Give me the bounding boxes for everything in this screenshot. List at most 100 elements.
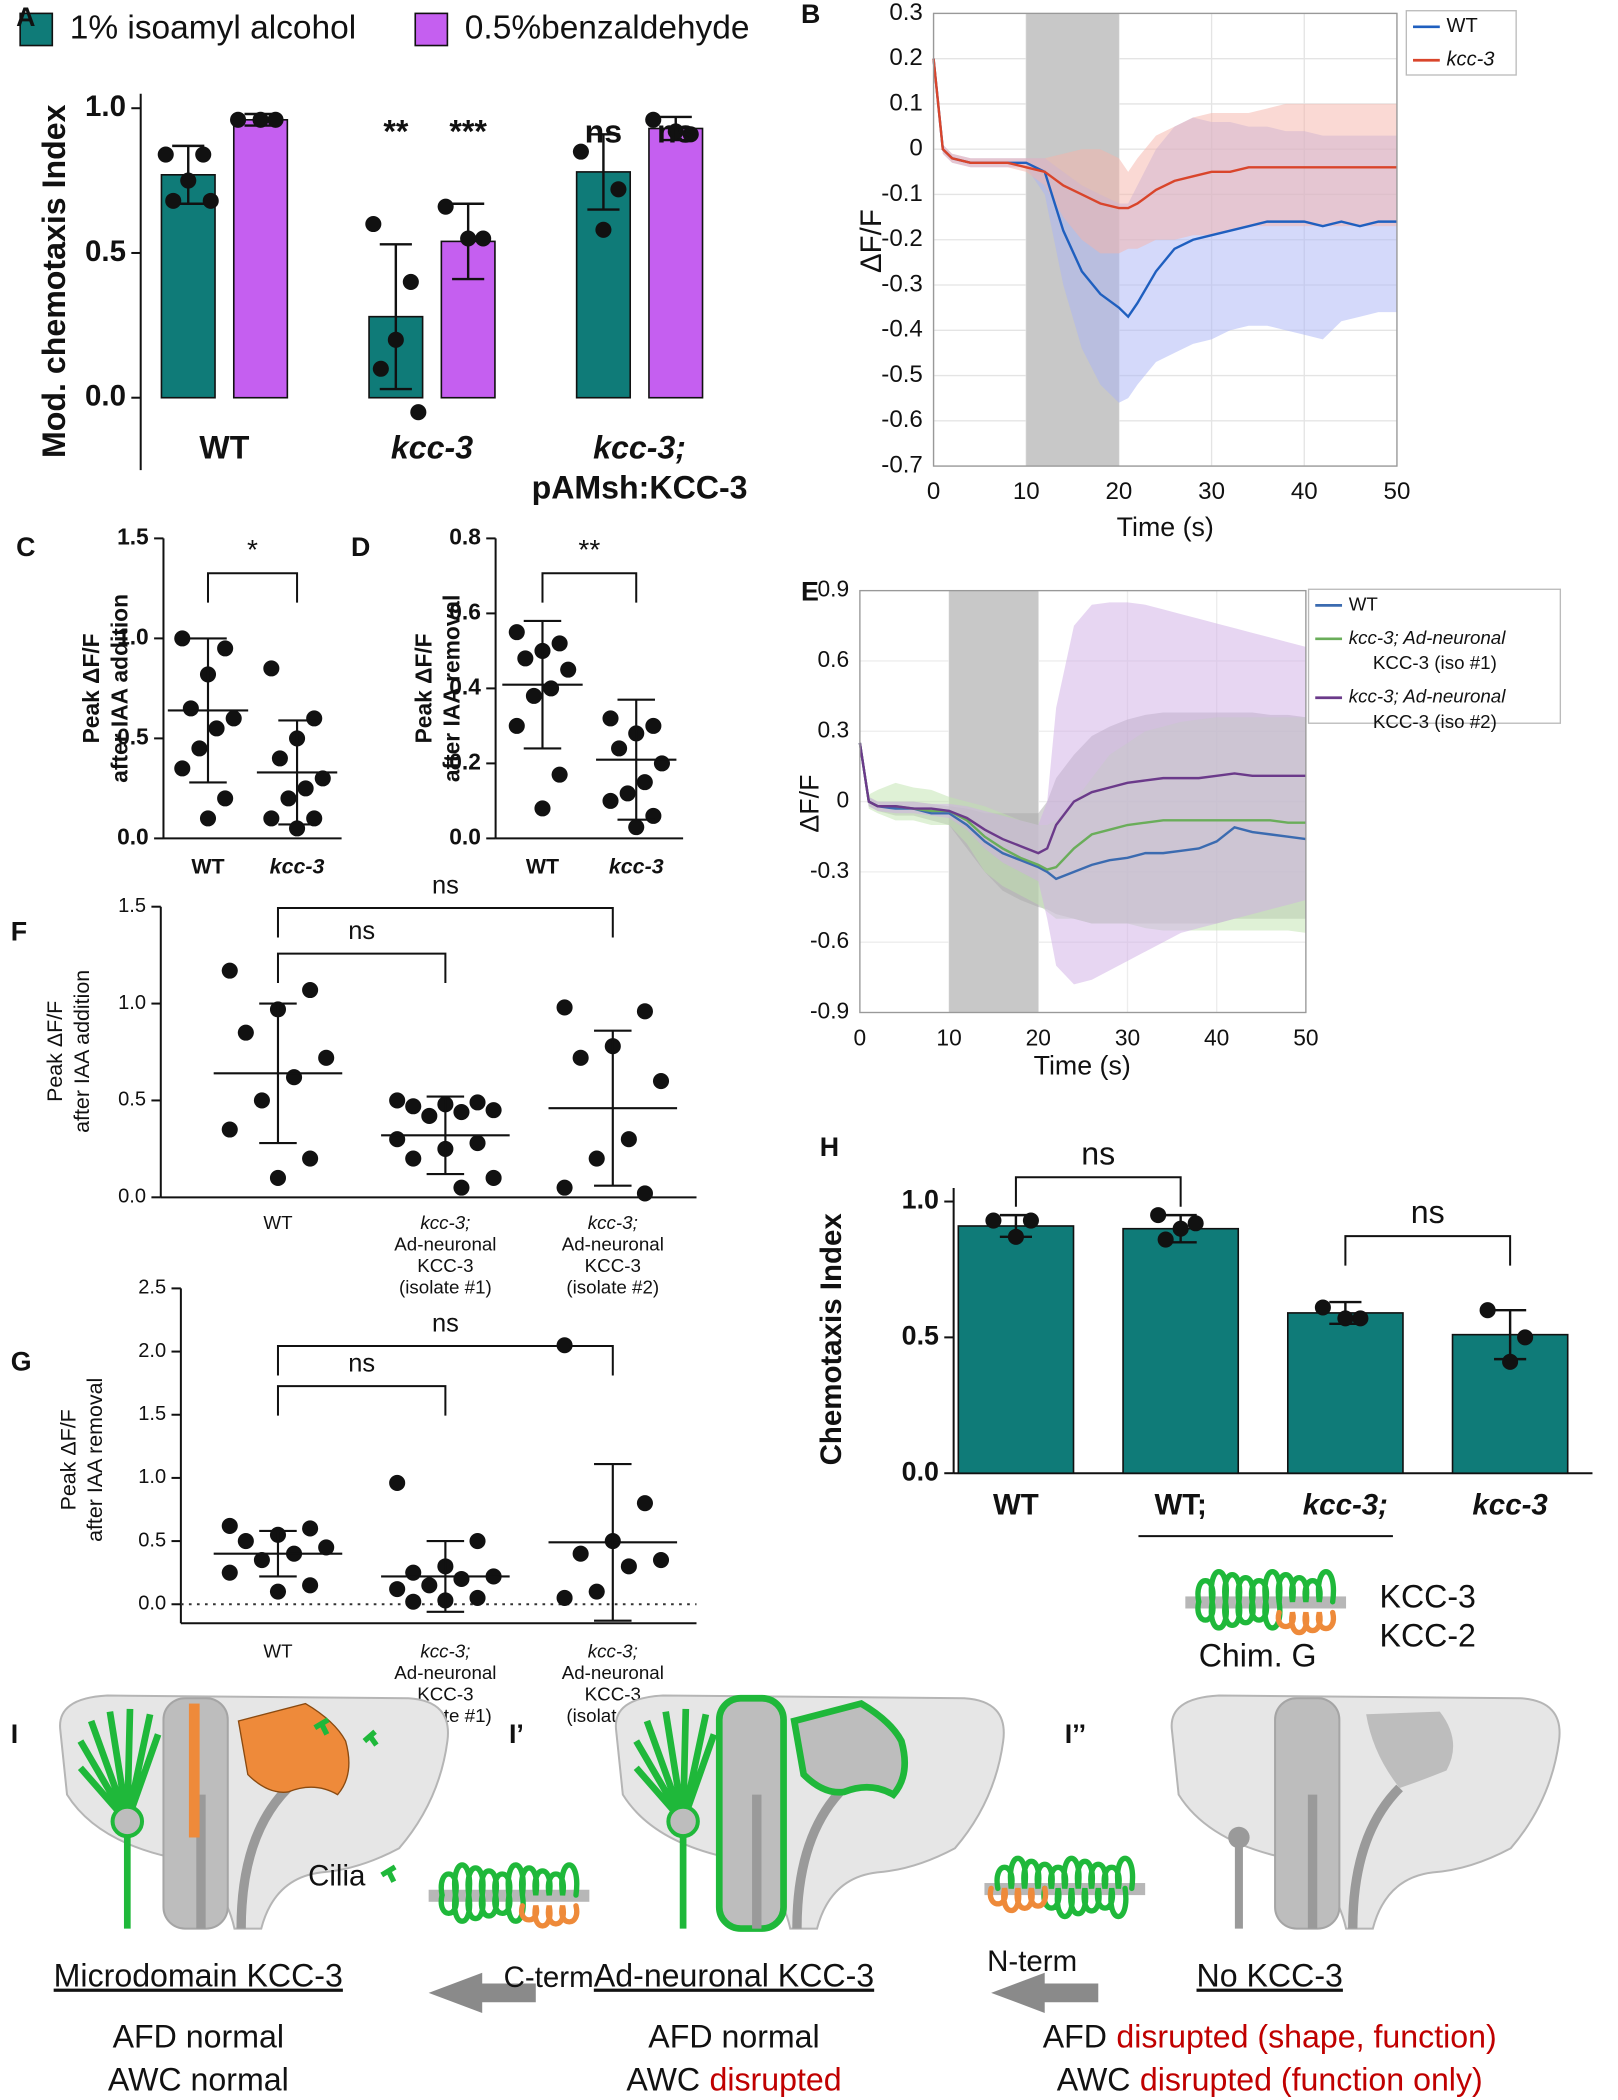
- data-point: [302, 1150, 319, 1167]
- y-tick-label: 0.0: [902, 1456, 939, 1486]
- significance-label: ns: [432, 871, 459, 899]
- sd-bar: [594, 1029, 632, 1187]
- protein-loop: [438, 1892, 526, 1924]
- panel-label: I: [11, 1719, 18, 1749]
- bar: [160, 174, 216, 399]
- error-bar: [379, 243, 412, 391]
- x-tick-label: WT: [263, 1641, 293, 1662]
- significance-label: ns: [657, 113, 695, 149]
- bar: [957, 1225, 1075, 1475]
- awc-cilia: [790, 1699, 909, 1799]
- dendrite: [196, 1784, 292, 1929]
- data-point: [1479, 1302, 1496, 1319]
- data-point: [588, 1583, 605, 1600]
- significance-label: **: [578, 534, 600, 565]
- data-point: [588, 1150, 605, 1167]
- panel-label: F: [11, 917, 27, 947]
- data-point: [410, 404, 427, 421]
- data-point: [195, 146, 212, 163]
- model-status: AWC disrupted: [626, 2062, 841, 2098]
- status-text: AWC normal: [108, 2062, 289, 2098]
- bar: [648, 127, 704, 399]
- data-point: [636, 1495, 653, 1512]
- data-point: [628, 819, 645, 836]
- data-point: [460, 230, 477, 247]
- status-text: AFD normal: [113, 2019, 284, 2055]
- data-point: [199, 810, 217, 827]
- x-tick-label: 0: [927, 478, 940, 505]
- y-axis-label: after IAA addition: [106, 594, 132, 783]
- data-point: [485, 1169, 502, 1186]
- amphid-sheath: [1274, 1697, 1341, 1930]
- significance-bracket: [206, 572, 299, 603]
- significance-bracket: [276, 952, 447, 984]
- y-tick-label: -0.4: [881, 316, 923, 343]
- legend-box: [1405, 10, 1517, 76]
- data-point: [302, 1520, 319, 1537]
- dendrite: [1307, 1784, 1403, 1929]
- y-axis-label: after IAA removal: [438, 595, 464, 783]
- status-text: AWC: [626, 2062, 700, 2098]
- y-tick-label: 0.1: [889, 89, 923, 116]
- data-point: [230, 111, 247, 128]
- legend-swatch: [414, 12, 449, 47]
- afd-bulb: [1228, 1826, 1250, 1849]
- x-tick-label: Ad-neuronal: [562, 1233, 664, 1254]
- significance-bracket: [1344, 1235, 1512, 1266]
- y-tick-label: 2.0: [138, 1340, 166, 1362]
- error-band: [859, 602, 1306, 985]
- significance-label: *: [247, 534, 258, 565]
- x-tick-label: WT: [199, 429, 249, 465]
- significance-label: **: [383, 113, 409, 149]
- y-tick-label: 1.0: [118, 992, 146, 1014]
- y-tick-label: 0.5: [138, 1529, 166, 1551]
- terminus-label: C-term: [504, 1961, 594, 1994]
- data-point: [1352, 1310, 1369, 1327]
- data-point: [525, 687, 542, 704]
- afd-microvilli: [633, 1708, 718, 1929]
- plot-frame: [859, 589, 1307, 1014]
- data-point: [402, 273, 419, 290]
- bar: [1122, 1227, 1240, 1475]
- legend-label: KCC-3 (iso #2): [1373, 711, 1497, 732]
- data-point: [437, 198, 454, 215]
- plot-frame: [932, 12, 1398, 467]
- y-tick-label: -0.2: [881, 225, 923, 252]
- data-point: [602, 792, 619, 809]
- status-text: disrupted (function only): [1140, 2062, 1483, 2098]
- y-tick-label: 1.5: [117, 523, 149, 549]
- panel-label: C: [16, 532, 35, 562]
- bar: [232, 119, 289, 399]
- panel-label: D: [351, 532, 370, 562]
- data-point: [636, 774, 653, 791]
- y-tick-label: 1.0: [138, 1466, 166, 1488]
- data-point: [636, 1003, 653, 1020]
- x-tick-label: kcc-3;: [1303, 1488, 1388, 1521]
- x-tick-label: WT: [263, 1212, 293, 1233]
- microdomain-marks: [313, 1717, 397, 1883]
- x-tick-label: 40: [1204, 1024, 1229, 1050]
- x-tick-label: kcc-3;: [593, 429, 686, 465]
- panel-label: H: [820, 1132, 839, 1162]
- x-tick-label: Ad-neuronal: [394, 1233, 496, 1254]
- data-point: [180, 172, 197, 189]
- panel-label: I’: [509, 1719, 524, 1749]
- data-point: [318, 1539, 335, 1556]
- y-tick-label: 1.0: [902, 1185, 939, 1215]
- legend-label: WT: [1349, 593, 1379, 614]
- legend-label: KCC-2: [1380, 1617, 1476, 1653]
- data-point: [508, 624, 525, 641]
- y-axis-label: Peak ΔF/F: [78, 633, 104, 743]
- data-point: [372, 360, 389, 377]
- data-point: [645, 717, 662, 734]
- data-point: [237, 1024, 254, 1041]
- terminus-label: N-term: [987, 1945, 1077, 1978]
- significance-label: ns: [1411, 1194, 1445, 1230]
- data-point: [174, 760, 191, 777]
- legend-swatch: [19, 12, 54, 47]
- y-tick-label: 0.0: [85, 379, 126, 412]
- awc-cilia: [1366, 1711, 1454, 1788]
- data-point: [421, 1577, 438, 1594]
